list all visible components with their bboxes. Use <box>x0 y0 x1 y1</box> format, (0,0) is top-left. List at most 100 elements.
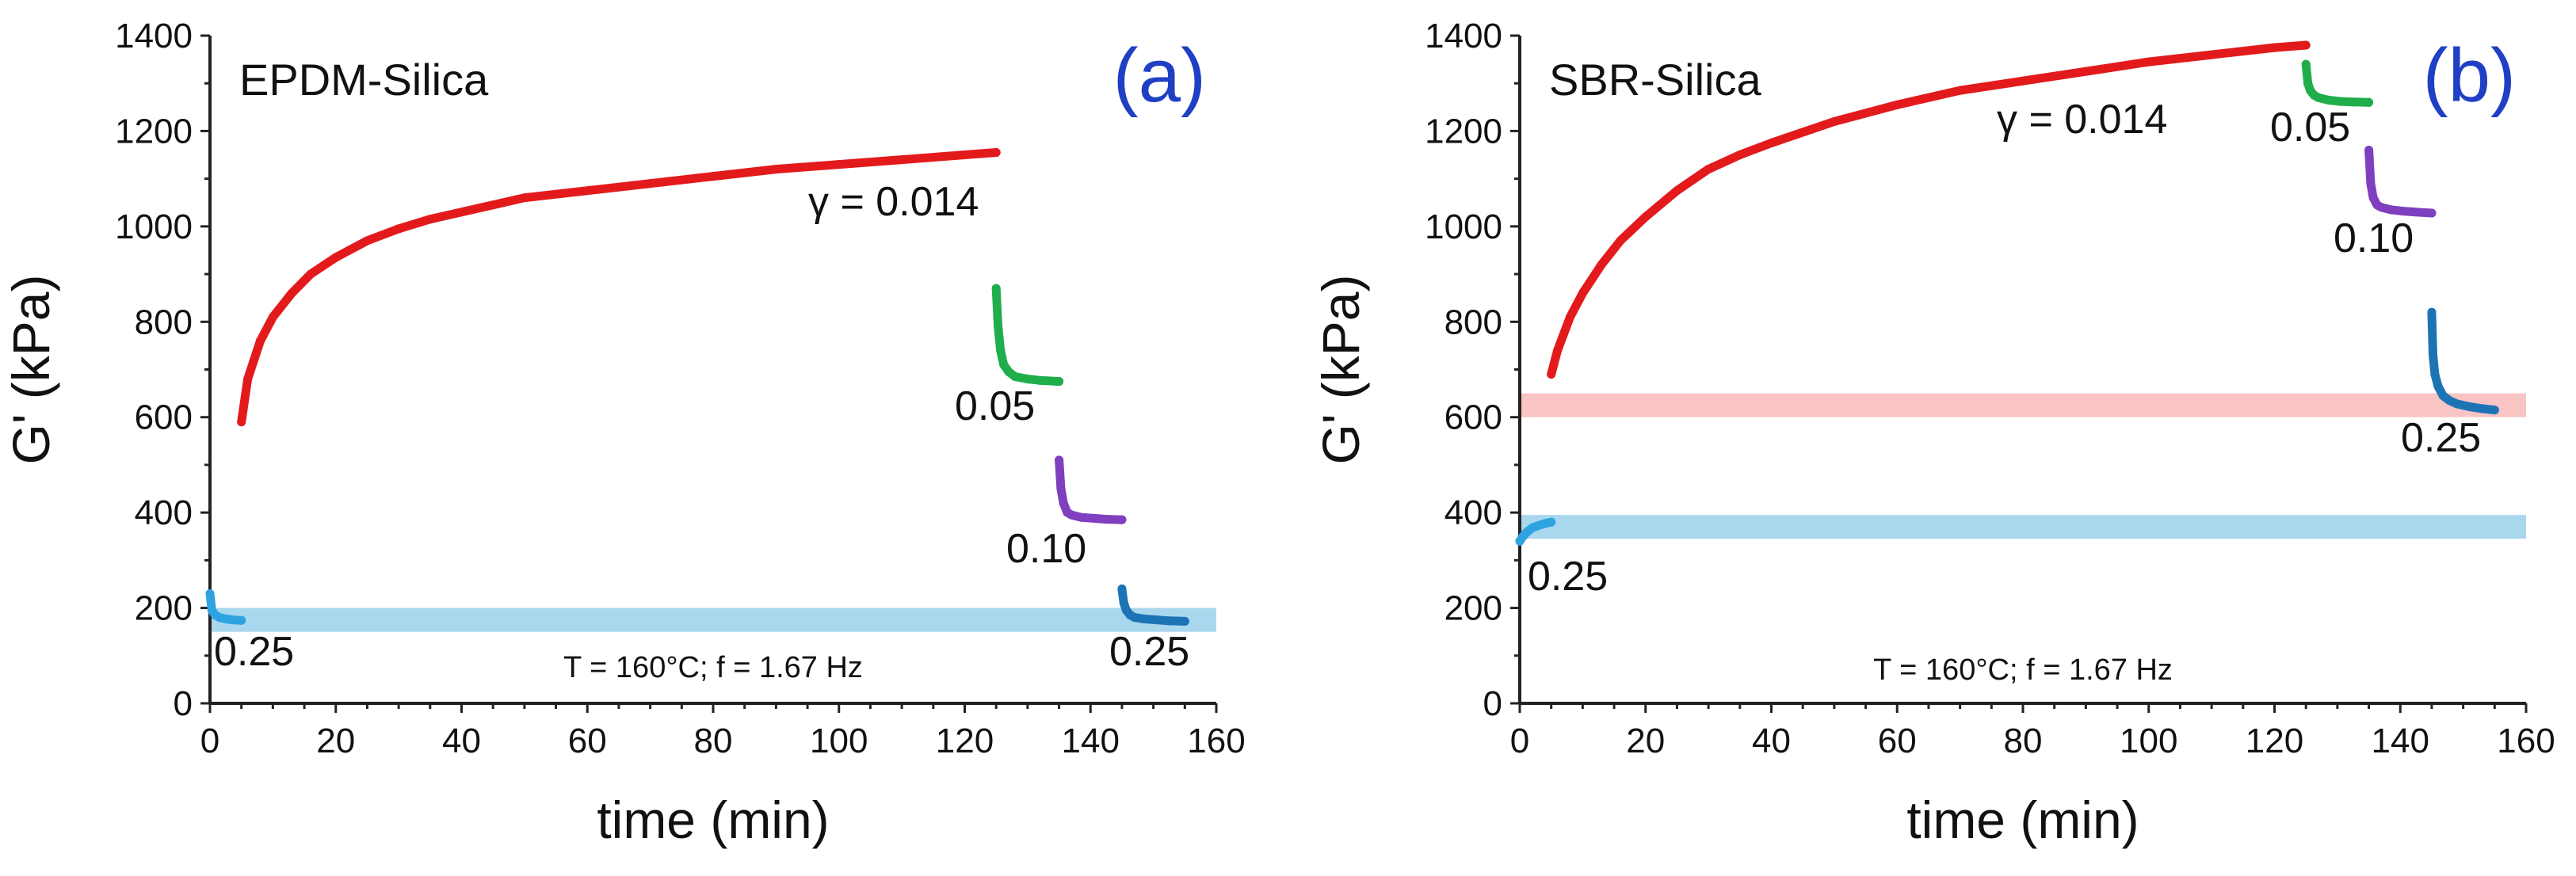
series-line-0 <box>1547 40 2311 379</box>
data-point <box>771 165 780 174</box>
data-point <box>1023 375 1032 384</box>
data-point <box>2429 350 2438 360</box>
data-point <box>1547 370 1556 379</box>
data-point <box>2349 97 2358 107</box>
y-axis-title: G' (kPa) <box>2 275 60 465</box>
x-tick-label: 100 <box>2120 722 2177 760</box>
data-point <box>2364 97 2374 107</box>
data-point <box>256 336 265 345</box>
data-point <box>1117 515 1127 524</box>
data-point <box>1056 484 1066 493</box>
series-label-2: 0.10 <box>1006 526 1086 572</box>
panel-letter: (a) <box>1113 33 1206 118</box>
x-axis-title: time (min) <box>597 790 829 849</box>
data-point <box>237 417 246 427</box>
data-point <box>2323 95 2333 105</box>
data-point <box>2376 203 2386 212</box>
data-point <box>1139 614 1149 623</box>
data-point <box>243 375 253 384</box>
panel-letter: (b) <box>2423 33 2516 118</box>
series-label-0: γ = 0.014 <box>1997 97 2167 143</box>
data-point <box>1767 138 1776 147</box>
panel-b: 0 200 400 600 800 1000 1200 1400 0 20 40 60 80 100 120… <box>1311 17 2555 849</box>
data-point <box>991 284 1001 293</box>
series-label-2: 0.10 <box>2334 215 2414 261</box>
data-point <box>1547 517 1556 527</box>
data-point <box>2411 208 2421 217</box>
x-tick-label: 160 <box>1187 722 1245 760</box>
data-point <box>960 150 969 160</box>
data-point <box>2399 207 2408 216</box>
data-point <box>2207 50 2216 59</box>
x-tick-label: 60 <box>568 722 607 760</box>
data-point <box>1055 377 1064 387</box>
y-tick-label: 800 <box>1444 303 1502 341</box>
data-point <box>999 360 1009 369</box>
data-point <box>1004 368 1013 377</box>
panel-a: 0 200 400 600 800 1000 1200 1400 0 20 40 60 80 100 120… <box>2 17 1246 849</box>
shaded-band <box>1520 393 2526 417</box>
x-tick-label: 100 <box>810 722 868 760</box>
data-point <box>1566 312 1574 322</box>
y-tick-label: 0 <box>1483 684 1502 723</box>
data-point <box>2270 43 2279 52</box>
data-point <box>2386 205 2395 215</box>
condition-text: T = 160°C; f = 1.67 Hz <box>1873 653 2173 687</box>
y-tick-label: 800 <box>135 303 193 341</box>
data-point <box>227 615 237 625</box>
y-axis-title: G' (kPa) <box>1311 275 1370 465</box>
data-point <box>834 160 844 169</box>
x-tick-label: 0 <box>200 722 219 760</box>
y-tick-label: 1400 <box>1425 17 1502 55</box>
data-point <box>1101 515 1111 524</box>
data-point <box>2301 59 2311 69</box>
data-point <box>205 589 215 599</box>
y-tick-label: 600 <box>135 398 193 437</box>
data-point <box>2336 97 2345 106</box>
data-point <box>2433 382 2443 391</box>
y-tick-label: 1000 <box>1425 208 1502 246</box>
data-point <box>1704 165 1713 174</box>
y-tick-label: 600 <box>1444 398 1502 437</box>
x-tick-label: 20 <box>1626 722 1665 760</box>
x-tick-label: 20 <box>316 722 355 760</box>
x-tick-label: 40 <box>1752 722 1791 760</box>
data-point <box>1892 100 1902 109</box>
data-point <box>1076 512 1086 522</box>
data-point <box>2018 76 2028 86</box>
data-point <box>2438 391 2448 401</box>
data-point <box>1641 212 1651 222</box>
y-tick-label: 0 <box>174 684 193 723</box>
y-tick-label: 1400 <box>115 17 193 55</box>
data-point <box>1830 116 1839 126</box>
data-point <box>1089 513 1098 523</box>
data-point <box>2452 399 2462 409</box>
x-tick-label: 140 <box>1062 722 1120 760</box>
data-point <box>1059 498 1068 508</box>
data-point <box>2301 40 2311 50</box>
y-tick-label: 200 <box>1444 589 1502 628</box>
series-label-3: 0.25 <box>2401 415 2481 461</box>
data-point <box>708 172 718 181</box>
data-point <box>2314 93 2323 102</box>
x-tick-label: 140 <box>2372 722 2429 760</box>
x-tick-label: 80 <box>694 722 733 760</box>
y-tick-label: 1200 <box>115 112 193 150</box>
data-point <box>2444 396 2454 406</box>
data-point <box>1735 150 1745 160</box>
data-point <box>994 322 1003 331</box>
series-label-4: 0.25 <box>214 629 294 675</box>
data-point <box>2303 78 2313 88</box>
data-point <box>2366 179 2376 189</box>
data-point <box>1553 345 1563 355</box>
data-point <box>331 253 341 262</box>
data-point <box>897 155 906 165</box>
data-point <box>991 148 1001 158</box>
data-point <box>2490 406 2499 415</box>
x-tick-label: 60 <box>1878 722 1917 760</box>
x-tick-label: 120 <box>936 722 994 760</box>
data-point <box>2364 146 2374 155</box>
x-tick-label: 40 <box>442 722 481 760</box>
x-tick-label: 80 <box>2004 722 2043 760</box>
